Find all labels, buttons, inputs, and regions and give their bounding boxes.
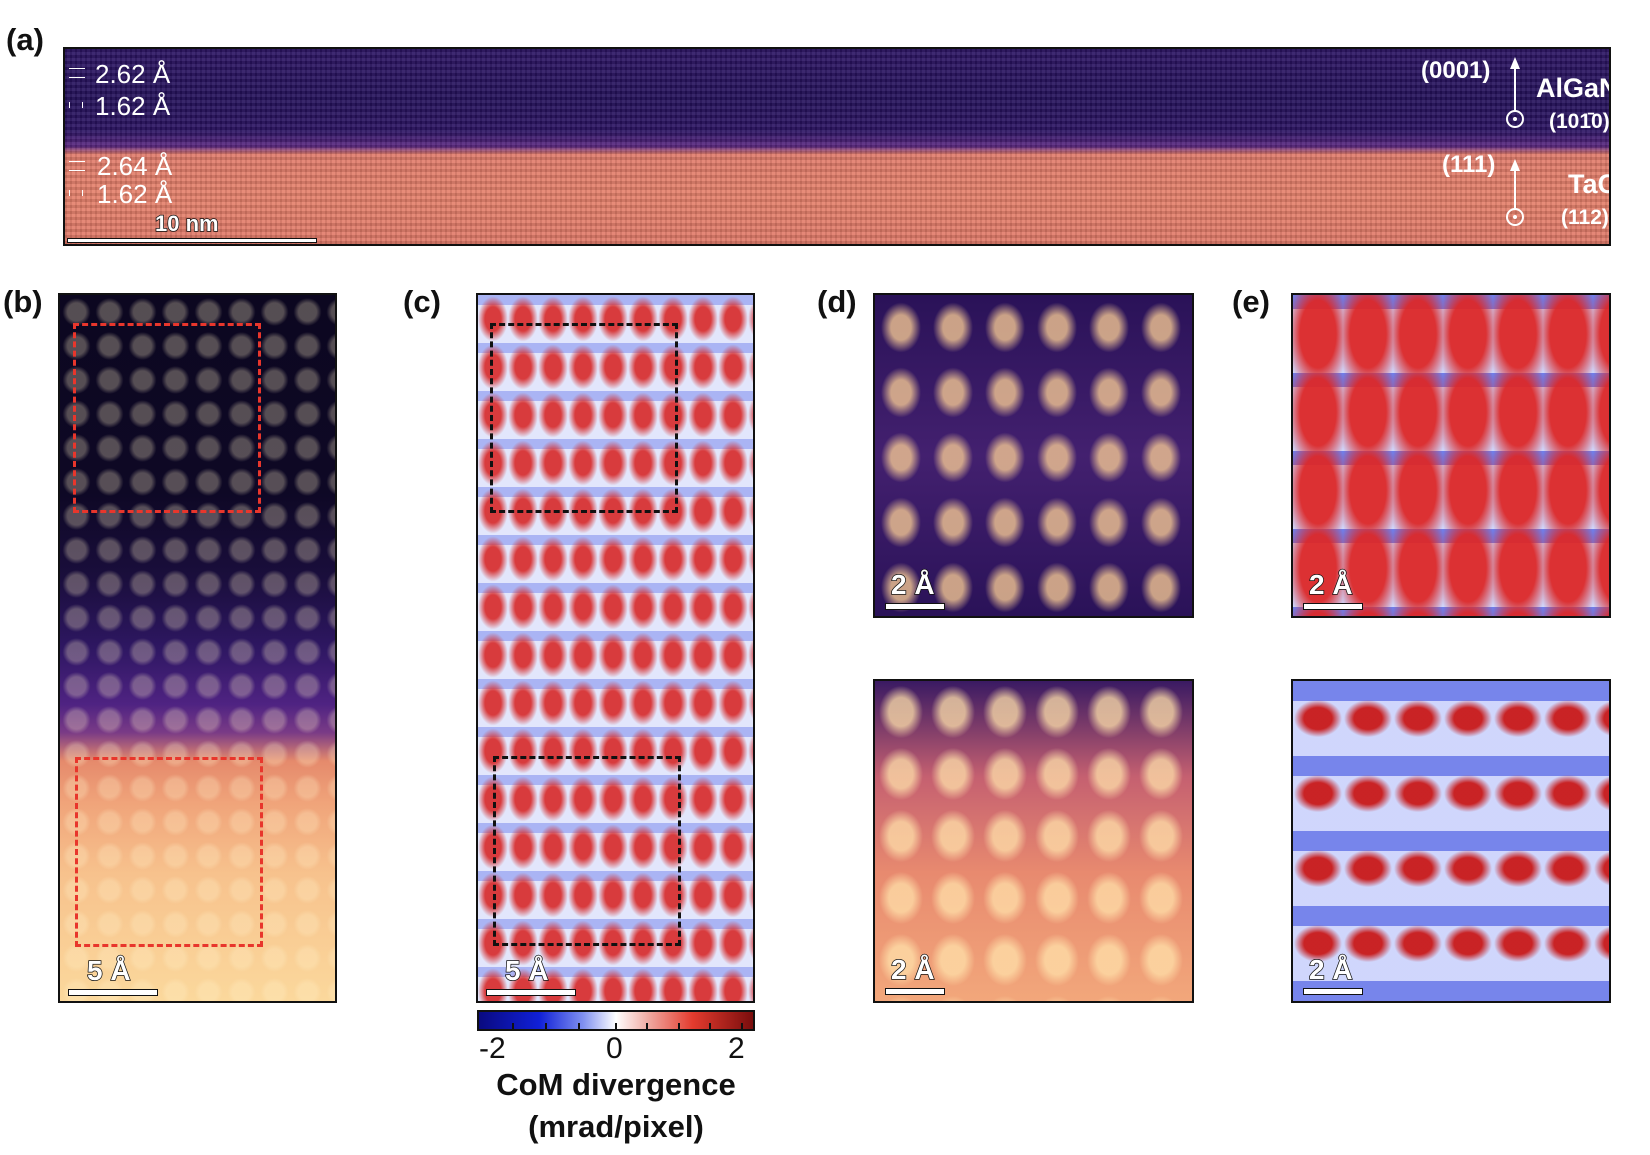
- panel-c-divergence-map: 5 Å: [476, 293, 755, 1003]
- scalebar-label: 10 nm: [154, 211, 219, 236]
- scalebar: [68, 989, 158, 996]
- colorbar-mid-label: 0: [606, 1032, 623, 1065]
- panel-b-stem-image: 5 Å: [58, 293, 337, 1003]
- out-of-plane-dot-icon: [1506, 110, 1524, 128]
- colorbar-tick: [740, 1023, 743, 1029]
- spacing-marker-icon: [69, 68, 85, 78]
- arrow-shaft: [1514, 67, 1516, 111]
- spacing-label-tac-2: 1.62 Å: [97, 179, 173, 209]
- scalebar: [1303, 988, 1363, 995]
- algan-region-box: [73, 323, 261, 513]
- scalebar: [67, 238, 317, 243]
- colorbar-max-label: 2: [728, 1032, 745, 1065]
- spacing-marker-icon: [69, 102, 83, 108]
- panel-a-stem-image: 2.62 Å 1.62 Å 2.64 Å 1.62 Å 10 nm (0001)…: [63, 47, 1611, 246]
- tac-region-box: [493, 756, 681, 946]
- scalebar-label: 2 Å: [890, 569, 935, 600]
- colorbar-tick: [577, 1023, 580, 1029]
- scalebar: [1303, 603, 1363, 610]
- colorbar-title-line2: (mrad/pixel): [528, 1108, 704, 1144]
- colorbar-min-label: -2: [479, 1032, 506, 1065]
- panel-e-label: (e): [1232, 284, 1270, 319]
- scalebar-label: 5 Å: [86, 955, 131, 986]
- algan-zone-axis-label: (101̄0): [1549, 110, 1610, 133]
- scalebar: [885, 988, 945, 995]
- colorbar-tick: [511, 1023, 514, 1029]
- out-of-plane-dot-icon: [1506, 208, 1524, 226]
- colorbar-title-line1: CoM divergence: [496, 1067, 736, 1102]
- arrow-up-icon: [1510, 57, 1520, 69]
- panel-a-label: (a): [6, 22, 44, 57]
- panel-d-tac-stem-image: 2 Å: [873, 679, 1194, 1003]
- algan-material-label: AlGaN: [1536, 73, 1611, 103]
- algan-direction-label: (0001): [1421, 57, 1491, 84]
- tac-zone-axis-label: (112): [1561, 206, 1609, 229]
- panel-b-label: (b): [3, 284, 43, 319]
- colorbar-tick: [614, 1023, 617, 1029]
- panel-d-algan-stem-image: 2 Å: [873, 293, 1194, 618]
- scalebar-label: 2 Å: [1308, 569, 1353, 600]
- panel-e-algan-divergence-map: 2 Å: [1291, 293, 1611, 618]
- panel-c-label: (c): [403, 284, 441, 319]
- tac-direction-label: (111): [1442, 151, 1496, 178]
- colorbar-title: CoM divergence (mrad/pixel): [456, 1064, 776, 1148]
- panel-e-tac-divergence-map: 2 Å: [1291, 679, 1611, 1003]
- arrow-up-icon: [1510, 159, 1520, 171]
- spacing-marker-icon: [69, 190, 83, 196]
- panel-d-label: (d): [817, 284, 857, 319]
- colorbar-tick: [709, 1023, 712, 1029]
- scalebar-label: 5 Å: [504, 955, 549, 986]
- spacing-label-tac-1: 2.64 Å: [97, 151, 173, 181]
- spacing-marker-icon: [69, 161, 85, 171]
- scalebar-label: 2 Å: [890, 954, 935, 985]
- spacing-label-algan-2: 1.62 Å: [95, 91, 171, 121]
- scalebar: [885, 603, 945, 610]
- spacing-label-algan-1: 2.62 Å: [95, 59, 171, 89]
- arrow-shaft: [1514, 169, 1516, 209]
- scalebar-label: 2 Å: [1308, 954, 1353, 985]
- tac-material-label: TaC: [1568, 169, 1609, 199]
- colorbar: [477, 1010, 755, 1031]
- algan-region-box: [490, 323, 678, 513]
- colorbar-tick: [646, 1023, 649, 1029]
- colorbar-tick: [677, 1023, 680, 1029]
- colorbar-tick: [544, 1023, 547, 1029]
- scalebar: [486, 989, 576, 996]
- tac-region-box: [75, 757, 263, 947]
